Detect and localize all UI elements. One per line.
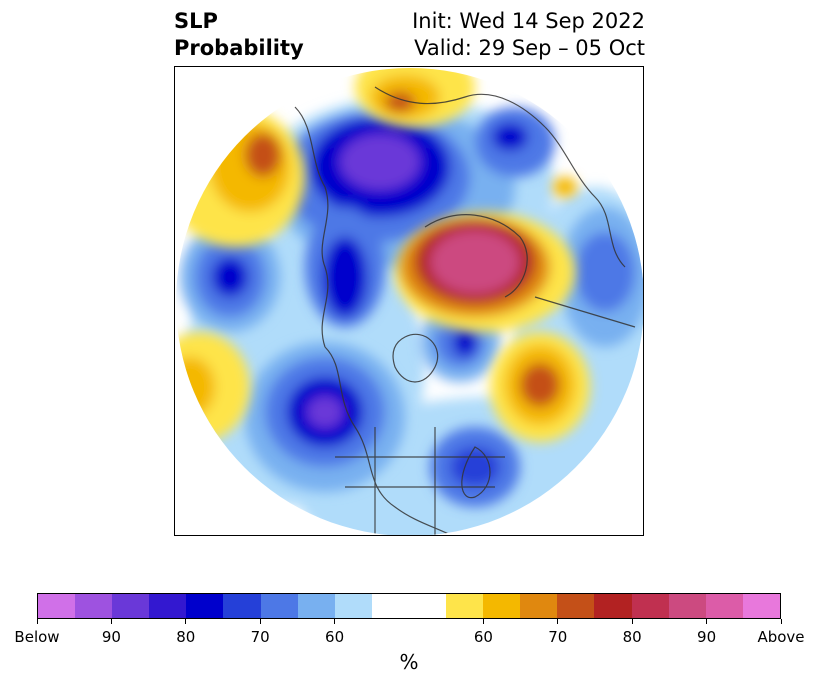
colorbar-segment (38, 594, 76, 618)
colorbar-tick-mark (780, 619, 782, 624)
colorbar-tick-label: 80 (176, 628, 196, 646)
colorbar-segment (112, 594, 150, 618)
colorbar-segment (557, 594, 595, 618)
valid-date: Valid: 29 Sep – 05 Oct (414, 36, 645, 60)
colorbar-segment (186, 594, 224, 618)
colorbar-tick-mark (482, 619, 484, 624)
colorbar-tick-label: 90 (697, 628, 717, 646)
colorbar-tick-mark (185, 619, 187, 624)
colorbar-segment (668, 594, 706, 618)
colorbar-segment (520, 594, 558, 618)
title-line-1: SLP (174, 9, 218, 33)
chart-title: SLP Probability (174, 8, 304, 62)
colorbar-segment (705, 594, 743, 618)
colorbar-tick-mark (631, 619, 633, 624)
polar-map (174, 66, 644, 536)
colorbar-segment (75, 594, 113, 618)
colorbar-segment (149, 594, 187, 618)
colorbar-tick-label: 70 (548, 628, 568, 646)
probability-map (176, 68, 643, 535)
colorbar-tick-label: Below (14, 628, 60, 646)
colorbar-segment (260, 594, 298, 618)
forecast-dates: Init: Wed 14 Sep 2022 Valid: 29 Sep – 05… (412, 8, 645, 62)
colorbar-segment (297, 594, 335, 618)
colorbar-segment (742, 594, 780, 618)
colorbar-tick-label: 80 (622, 628, 642, 646)
colorbar-segment (371, 594, 409, 618)
colorbar-segment (631, 594, 669, 618)
colorbar-tick-mark (557, 619, 559, 624)
colorbar-tick-mark (706, 619, 708, 624)
colorbar (37, 593, 781, 619)
coastlines (294, 76, 643, 535)
colorbar-tick-label: 70 (250, 628, 270, 646)
colorbar-tick-label: Above (757, 628, 805, 646)
colorbar-segment (223, 594, 261, 618)
title-line-2: Probability (174, 36, 304, 60)
colorbar-tick-mark (259, 619, 261, 624)
colorbar-segment (334, 594, 372, 618)
colorbar-tick-mark (36, 619, 38, 624)
colorbar-segment (483, 594, 521, 618)
colorbar-tick-mark (110, 619, 112, 624)
colorbar-tick-label: 90 (101, 628, 121, 646)
colorbar-tick-mark (334, 619, 336, 624)
colorbar-tick-label: 60 (325, 628, 345, 646)
colorbar-label: % (399, 650, 419, 674)
colorbar-segment (446, 594, 484, 618)
colorbar-segment (408, 594, 447, 618)
init-date: Init: Wed 14 Sep 2022 (412, 9, 645, 33)
colorbar-tick-label: 60 (473, 628, 493, 646)
colorbar-segment (594, 594, 632, 618)
